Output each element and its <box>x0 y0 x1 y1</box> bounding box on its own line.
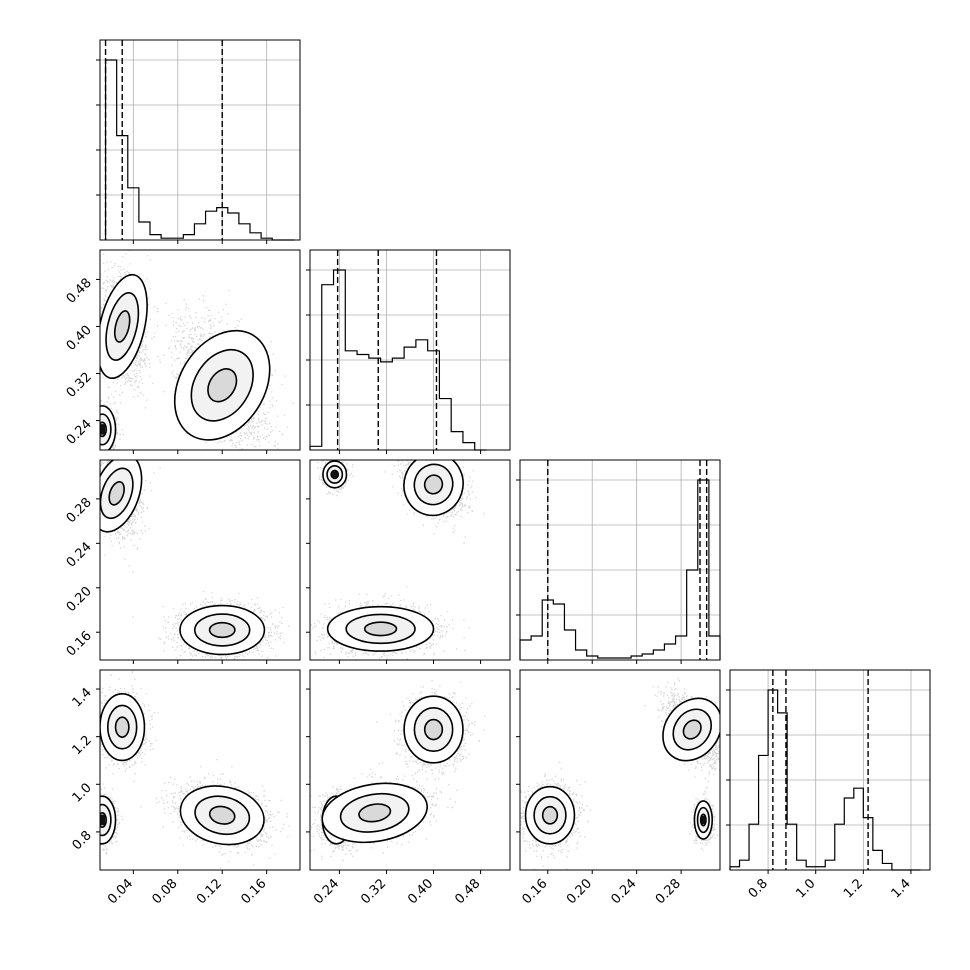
y-tick-label: 0.48 <box>64 276 95 307</box>
density-contour <box>114 716 130 738</box>
hist-panel-2 <box>516 459 721 661</box>
panel-frame <box>729 669 931 871</box>
hist-steps <box>104 59 295 241</box>
x-tick-label: 0.12 <box>194 876 225 907</box>
density-contour <box>423 718 444 741</box>
panel-frame <box>99 249 301 451</box>
x-tick-label: 0.48 <box>452 876 483 907</box>
x-tick-label: 1.2 <box>841 876 866 901</box>
x-tick-label: 0.40 <box>405 876 436 907</box>
y-tick-label: 1.4 <box>70 685 95 710</box>
hist-steps <box>729 689 921 871</box>
panel-background <box>310 250 510 450</box>
panel-frame <box>99 39 301 241</box>
y-tick-label: 0.24 <box>64 417 95 448</box>
y-tick-label: 1.2 <box>70 733 95 758</box>
density-contour <box>423 474 444 495</box>
panel-2d-r3c0 <box>99 669 301 871</box>
panel-2d-r1c0 <box>99 249 301 451</box>
x-tick-label: 0.16 <box>520 876 551 907</box>
density-peak <box>332 471 338 478</box>
y-tick-label: 0.28 <box>64 495 95 526</box>
density-peak <box>100 424 106 435</box>
density-peak <box>100 814 106 826</box>
panel-content <box>100 670 290 869</box>
density-contour <box>108 481 125 506</box>
panel-2d-r3c1 <box>309 669 511 871</box>
panel-frame <box>309 669 511 871</box>
hist-panel-3 <box>726 669 931 871</box>
x-tick-label: 0.8 <box>746 876 771 901</box>
y-tick-label: 0.24 <box>64 540 95 571</box>
x-tick-label: 0.16 <box>238 876 269 907</box>
x-tick-label: 0.24 <box>311 876 342 907</box>
panel-background <box>730 670 930 870</box>
density-contour <box>208 621 236 639</box>
x-tick-label: 0.20 <box>564 876 595 907</box>
panel-background <box>520 460 720 660</box>
hist-steps <box>309 269 487 451</box>
panel-background <box>100 40 300 240</box>
y-tick-label: 0.16 <box>64 628 95 659</box>
density-contour <box>208 805 236 825</box>
panel-frame <box>309 459 511 661</box>
panel-frame <box>99 459 301 661</box>
panel-frame <box>309 249 511 451</box>
density-contour <box>541 805 559 825</box>
density-contour <box>682 719 702 740</box>
panel-frame <box>519 459 721 661</box>
x-tick-label: 1.0 <box>793 876 818 901</box>
panel-content <box>100 250 294 450</box>
hist-panel-1 <box>306 249 511 451</box>
x-tick-label: 1.4 <box>889 876 914 901</box>
panel-2d-r3c2 <box>519 669 721 871</box>
density-contour <box>363 621 398 637</box>
density-peak <box>701 815 706 825</box>
density-contour <box>113 310 131 343</box>
density-contour <box>358 803 392 823</box>
x-tick-label: 0.08 <box>150 876 181 907</box>
x-tick-label: 0.04 <box>105 876 136 907</box>
hist-panel-0 <box>96 39 301 241</box>
panel-2d-r2c1 <box>309 459 511 661</box>
x-tick-label: 0.24 <box>608 876 639 907</box>
panel-frame <box>99 669 301 871</box>
y-tick-label: 0.32 <box>64 370 95 401</box>
panel-2d-r2c0 <box>99 459 301 661</box>
density-contour <box>207 368 238 403</box>
y-tick-label: 0.40 <box>64 323 95 354</box>
x-tick-label: 0.28 <box>653 876 684 907</box>
panel-content <box>310 679 486 862</box>
panel-frame <box>519 669 721 871</box>
x-tick-label: 0.32 <box>358 876 389 907</box>
hist-steps <box>519 479 721 660</box>
panel-content <box>310 460 485 660</box>
y-tick-label: 1.0 <box>70 781 95 806</box>
y-tick-label: 0.8 <box>70 828 95 853</box>
panel-content <box>520 677 720 870</box>
y-tick-label: 0.20 <box>64 584 95 615</box>
panel-content <box>100 460 290 660</box>
